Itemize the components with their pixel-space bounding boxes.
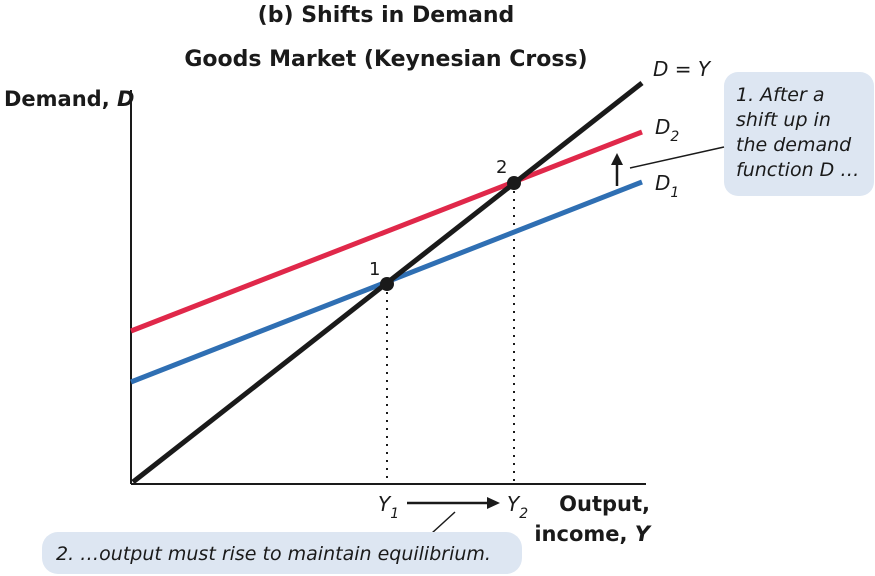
d2-line bbox=[130, 129, 643, 334]
equilibrium-point-2 bbox=[507, 176, 521, 190]
note-bottom-text: 2. …output must rise to maintain equilib… bbox=[56, 543, 491, 565]
point-label-2: 2 bbox=[496, 157, 507, 178]
diagram-subtitle: Goods Market (Keynesian Cross) bbox=[184, 47, 587, 72]
note-top-line-2: shift up in bbox=[736, 109, 831, 131]
x-tick-y2: Y2 bbox=[507, 492, 528, 522]
diagram-title: (b) Shifts in Demand bbox=[258, 3, 515, 28]
note-box-bottom bbox=[42, 532, 522, 574]
note-top-line-3: the demand bbox=[736, 134, 852, 156]
x-tick-y1: Y1 bbox=[378, 492, 399, 522]
d2-label: D2 bbox=[655, 115, 679, 145]
note-top-line-4: function D … bbox=[736, 159, 859, 181]
note-top-line-1: 1. After a bbox=[736, 84, 825, 106]
d-equals-y-label: D = Y bbox=[653, 57, 712, 81]
note-top-pointer bbox=[629, 146, 725, 169]
output-arrow-head bbox=[487, 497, 500, 509]
y-axis-label: Demand, D bbox=[4, 87, 134, 111]
shift-up-arrow-head bbox=[611, 153, 623, 165]
point-label-1: 1 bbox=[369, 259, 380, 280]
equilibrium-point-1 bbox=[380, 277, 394, 291]
note-box-top bbox=[724, 72, 874, 196]
note-bottom-pointer bbox=[431, 511, 456, 534]
d1-label: D1 bbox=[655, 171, 679, 201]
x-axis-label-line1: Output, bbox=[559, 492, 650, 516]
x-axis-label-line2: income, Y bbox=[534, 522, 651, 546]
